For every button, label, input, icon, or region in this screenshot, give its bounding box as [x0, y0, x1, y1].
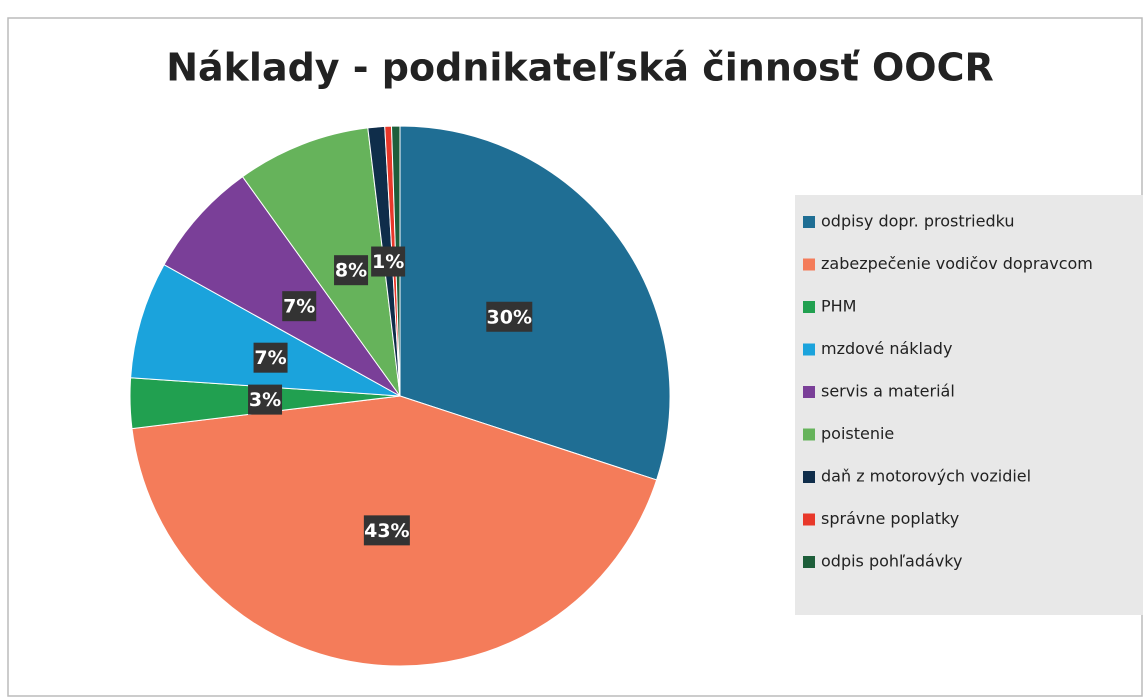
legend-label: odpisy dopr. prostriedku	[821, 212, 1015, 231]
legend-swatch	[803, 471, 815, 483]
legend-label: správne poplatky	[821, 509, 959, 528]
data-label-box	[248, 384, 283, 415]
legend-label: poistenie	[821, 424, 894, 443]
chart-title: Náklady - podnikateľská činnosť OOCR	[166, 46, 994, 90]
data-label: 7%	[254, 347, 286, 369]
legend-swatch	[803, 556, 815, 568]
data-label: 1%	[372, 251, 404, 273]
data-label-box	[282, 291, 317, 322]
data-label: 7%	[283, 296, 315, 318]
legend-swatch	[803, 386, 815, 398]
legend-label: zabezpečenie vodičov dopravcom	[821, 254, 1093, 273]
legend-label: daň z motorových vozidiel	[821, 467, 1031, 486]
data-label: 8%	[335, 260, 367, 282]
pie-slice	[399, 125, 671, 481]
legend-swatch	[803, 301, 815, 313]
pie-slice	[163, 175, 401, 397]
legend-swatch	[803, 216, 815, 228]
legend-swatch	[803, 428, 815, 441]
legend-swatch	[803, 343, 815, 356]
data-label-box	[371, 246, 406, 277]
legend-label: mzdové náklady	[821, 339, 952, 358]
data-label-box	[334, 255, 369, 286]
legend-box	[795, 195, 1143, 615]
pie-slice	[241, 127, 401, 397]
data-label: 30%	[487, 306, 532, 328]
data-label: 43%	[364, 520, 409, 542]
pie-slice	[130, 264, 401, 397]
legend-swatch	[803, 513, 815, 526]
legend-swatch	[803, 258, 815, 271]
data-label: 3%	[249, 389, 281, 411]
legend-label: servis a materiál	[821, 382, 955, 401]
legend-label: odpis pohľadávky	[821, 552, 962, 571]
data-label-box	[363, 515, 410, 546]
legend-label: PHM	[821, 297, 856, 316]
data-label-box	[253, 342, 288, 373]
data-label-box	[486, 301, 533, 332]
